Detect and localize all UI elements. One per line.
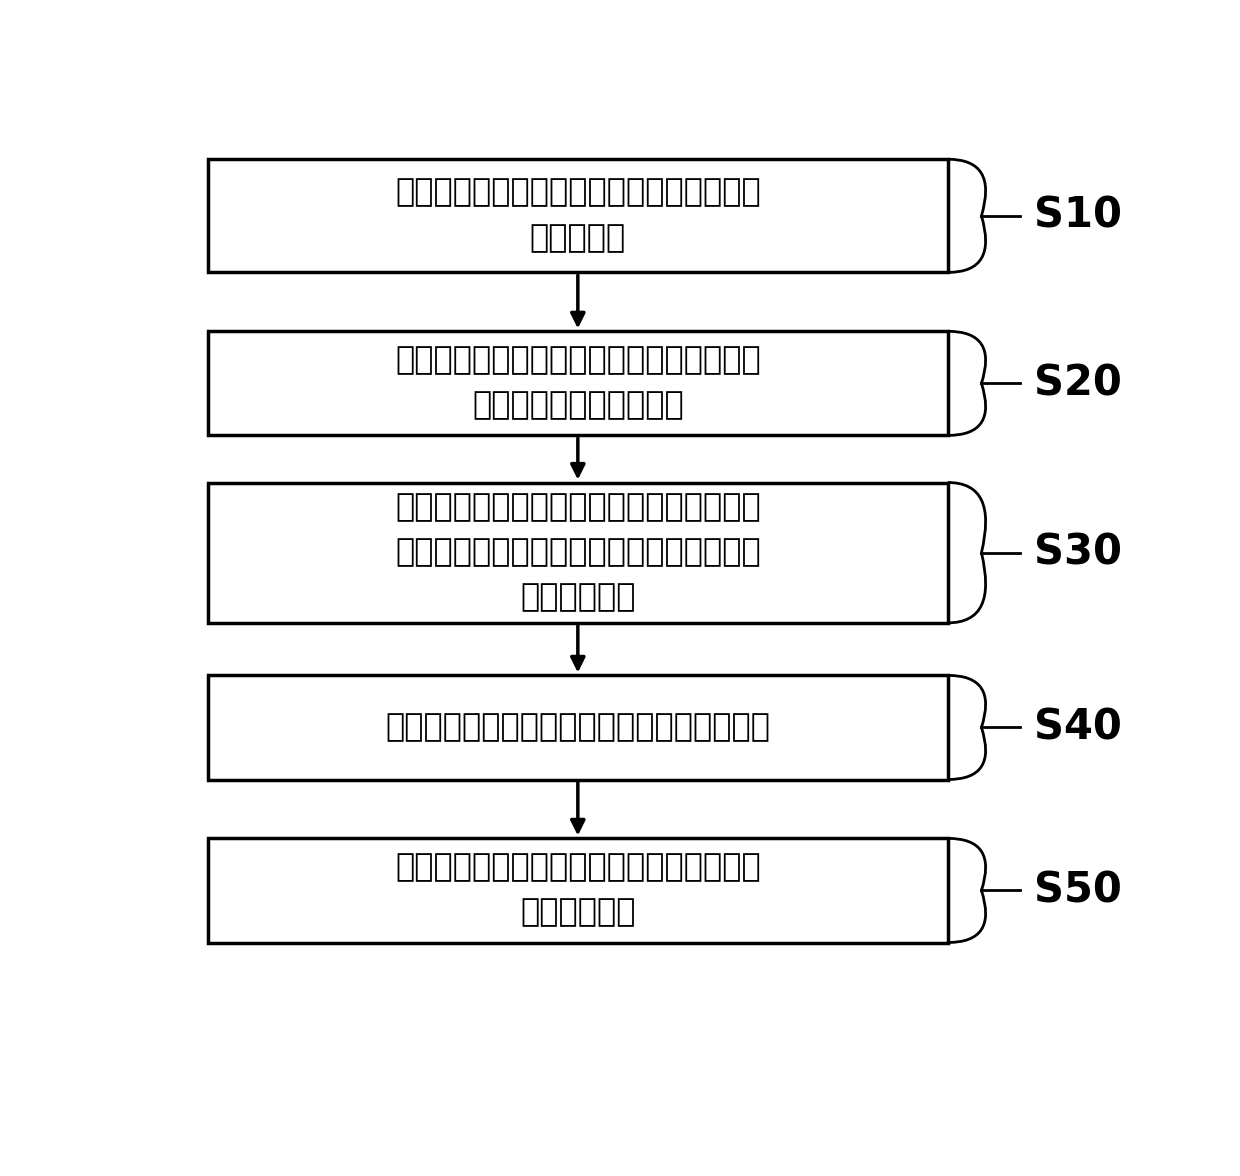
FancyBboxPatch shape: [208, 482, 947, 623]
Text: S20: S20: [1034, 362, 1122, 405]
Text: 将所述正极浆料涂布在正极集流体上，并进
行烘干处理形成正极极片: 将所述正极浆料涂布在正极集流体上，并进 行烘干处理形成正极极片: [396, 345, 760, 421]
FancyBboxPatch shape: [208, 159, 947, 273]
Text: S10: S10: [1034, 195, 1122, 236]
Text: 在指定温度下静置指定时间后，进行化成处理: 在指定温度下静置指定时间后，进行化成处理: [386, 711, 770, 743]
Text: S30: S30: [1034, 532, 1122, 574]
Text: S50: S50: [1034, 869, 1122, 911]
Text: S40: S40: [1034, 707, 1122, 748]
Text: 将所述电池壳体内的气体排出后，进行第二
次注入电解液: 将所述电池壳体内的气体排出后，进行第二 次注入电解液: [396, 853, 760, 929]
Text: 将正极材料与抑制产气添加剂混合搨拌，获
得正极浆料: 将正极材料与抑制产气添加剂混合搨拌，获 得正极浆料: [396, 178, 760, 254]
FancyBboxPatch shape: [208, 838, 947, 942]
FancyBboxPatch shape: [208, 332, 947, 435]
Text: 将所述正极极片与匹配的负极极片、隔膜装
配在电池壳体内，然后向电池壳体进行第一
次注入电解液: 将所述正极极片与匹配的负极极片、隔膜装 配在电池壳体内，然后向电池壳体进行第一 …: [396, 492, 760, 614]
FancyBboxPatch shape: [208, 675, 947, 780]
